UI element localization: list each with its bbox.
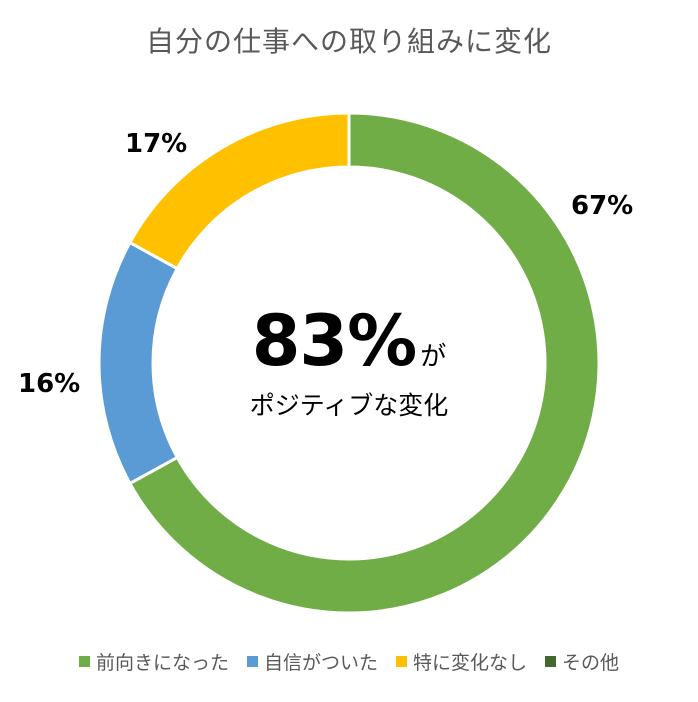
legend-swatch — [246, 656, 258, 667]
center-big-line: 83% が — [199, 300, 499, 382]
legend-item: 前向きになった — [78, 648, 229, 675]
legend-label: 特に変化なし — [413, 652, 528, 674]
legend-swatch — [545, 656, 557, 667]
legend-label: その他 — [562, 652, 620, 674]
legend-swatch — [78, 656, 90, 667]
legend: 前向きになった 自信がついた 特に変化なし その他 — [0, 648, 698, 675]
legend-label: 自信がついた — [263, 652, 378, 674]
legend-item: その他 — [545, 648, 619, 675]
legend-item: 特に変化なし — [396, 648, 527, 675]
legend-swatch — [396, 656, 407, 667]
donut-slice-0 — [127, 111, 601, 615]
center-annotation: 83% が ポジティブな変化 — [199, 300, 499, 422]
center-subtitle: ポジティブな変化 — [249, 391, 449, 420]
donut-slice-1 — [97, 240, 180, 486]
chart-title: 自分の仕事への取り組みに変化 — [145, 25, 552, 58]
center-suffix: が — [420, 342, 447, 372]
legend-item: 自信がついた — [246, 648, 378, 675]
legend-label: 前向きになった — [95, 652, 229, 674]
data-label-2: 17% — [125, 129, 188, 159]
data-label-0: 67% — [571, 191, 634, 221]
donut-slice-2 — [127, 111, 351, 271]
data-label-1: 16% — [18, 369, 81, 399]
center-big-value: 83% — [251, 300, 418, 382]
